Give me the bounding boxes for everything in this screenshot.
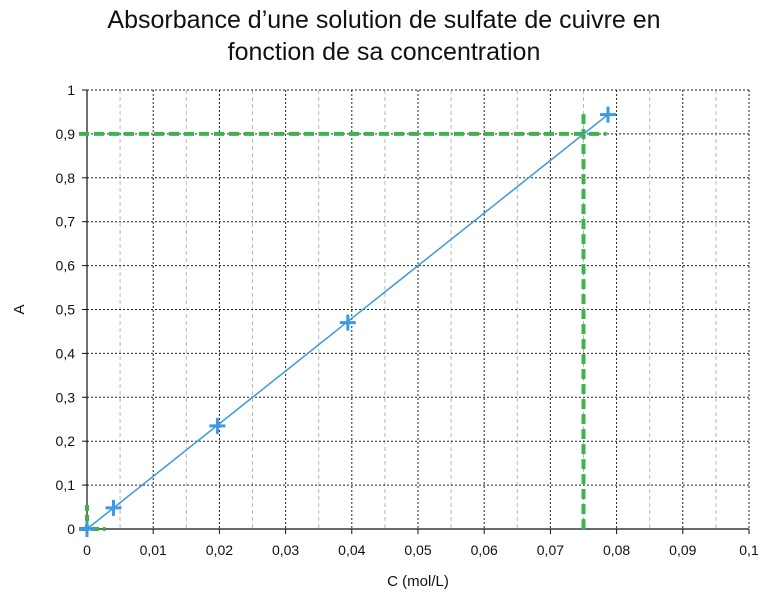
x-axis-title: C (mol/L) bbox=[387, 573, 449, 590]
y-tick-label: 0,7 bbox=[56, 214, 76, 230]
y-axis-title: A bbox=[11, 304, 28, 314]
x-tick-label: 0,01 bbox=[140, 542, 167, 558]
data-point bbox=[339, 314, 356, 331]
x-tick-label: 0,09 bbox=[669, 542, 696, 558]
x-tick-label: 0,1 bbox=[739, 542, 759, 558]
x-tick-label: 0,07 bbox=[537, 542, 564, 558]
x-tick-label: 0,02 bbox=[206, 542, 233, 558]
data-point bbox=[209, 417, 226, 434]
y-tick-label: 0,1 bbox=[56, 477, 76, 493]
y-tick-label: 0,3 bbox=[56, 389, 76, 405]
y-tick-label: 0 bbox=[67, 521, 75, 537]
y-tick-label: 0,9 bbox=[56, 126, 76, 142]
chart-title-line-1: Absorbance d’une solution de sulfate de … bbox=[107, 6, 661, 34]
x-tick-label: 0,06 bbox=[471, 542, 498, 558]
y-tick-label: 0,6 bbox=[56, 258, 76, 274]
x-tick-label: 0,05 bbox=[404, 542, 431, 558]
x-tick-label: 0,08 bbox=[603, 542, 630, 558]
chart-title: Absorbance d’une solution de sulfate de … bbox=[0, 4, 768, 68]
x-tick-label: 0,03 bbox=[272, 542, 299, 558]
x-tick-label: 0,04 bbox=[338, 542, 365, 558]
y-tick-label: 1 bbox=[67, 82, 75, 98]
y-tick-label: 0,8 bbox=[56, 170, 76, 186]
y-tick-label: 0,5 bbox=[56, 302, 76, 318]
data-point bbox=[599, 106, 616, 123]
data-point bbox=[105, 499, 122, 516]
chart-title-line-2: fonction de sa concentration bbox=[227, 38, 541, 66]
y-tick-label: 0,2 bbox=[56, 433, 76, 449]
data-point bbox=[79, 521, 95, 537]
x-tick-label: 0 bbox=[83, 542, 91, 558]
y-tick-label: 0,4 bbox=[56, 345, 76, 361]
